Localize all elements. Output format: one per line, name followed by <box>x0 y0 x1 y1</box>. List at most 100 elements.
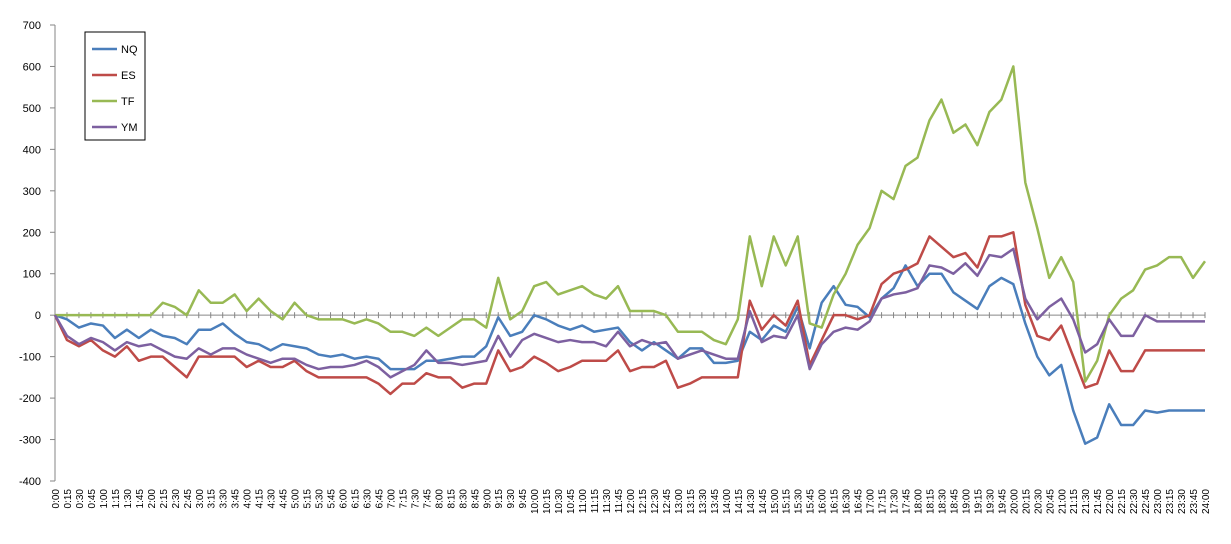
x-tick-label: 5:15 <box>303 489 314 509</box>
x-tick-label: 19:15 <box>973 489 984 514</box>
x-tick-label: 18:30 <box>937 489 948 514</box>
x-tick-label: 5:30 <box>315 489 326 509</box>
legend-label: TF <box>121 96 135 108</box>
x-tick-label: 22:30 <box>1129 489 1140 514</box>
x-tick-label: 3:45 <box>231 489 242 509</box>
x-tick-label: 12:45 <box>662 489 673 514</box>
series-line <box>53 247 1205 379</box>
x-tick-label: 7:30 <box>410 489 421 509</box>
x-tick-label: 22:45 <box>1141 489 1152 514</box>
x-tick-label: 7:00 <box>386 489 397 509</box>
x-tick-label: 22:00 <box>1105 489 1116 514</box>
x-tick-label: 1:45 <box>135 489 146 509</box>
x-tick-label: 0:00 <box>51 489 62 509</box>
y-tick-label: -100 <box>19 352 41 364</box>
x-tick-label: 12:15 <box>638 489 649 514</box>
x-tick-label: 0:30 <box>75 489 86 509</box>
x-tick-label: 6:45 <box>374 489 385 509</box>
x-tick-label: 5:00 <box>291 489 302 509</box>
x-tick-label: 1:15 <box>111 489 122 509</box>
x-tick-label: 17:00 <box>866 489 877 514</box>
x-tick-label: 18:00 <box>914 489 925 514</box>
legend-label: ES <box>121 70 136 82</box>
x-tick-label: 8:15 <box>446 489 457 509</box>
x-tick-label: 20:45 <box>1045 489 1056 514</box>
x-tick-label: 14:45 <box>758 489 769 514</box>
series-line <box>55 65 1207 383</box>
legend-label: YM <box>121 122 138 134</box>
series-line <box>54 264 1205 445</box>
x-tick-label: 21:00 <box>1057 489 1068 514</box>
x-tick-label: 16:45 <box>854 489 865 514</box>
x-tick-label: 20:15 <box>1021 489 1032 514</box>
x-tick-label: 21:45 <box>1093 489 1104 514</box>
x-tick-label: 24:00 <box>1201 489 1212 514</box>
x-tick-label: 4:45 <box>279 489 290 509</box>
x-tick-label: 8:00 <box>434 489 445 509</box>
x-tick-label: 7:15 <box>398 489 409 509</box>
x-tick-label: 20:00 <box>1009 489 1020 514</box>
x-tick-label: 10:30 <box>554 489 565 514</box>
x-tick-label: 0:15 <box>63 489 74 509</box>
x-tick-label: 1:30 <box>123 489 134 509</box>
y-tick-label: 600 <box>23 61 41 73</box>
y-tick-label: -300 <box>19 435 41 447</box>
x-tick-label: 10:15 <box>542 489 553 514</box>
x-tick-label: 21:15 <box>1069 489 1080 514</box>
x-tick-label: 8:30 <box>458 489 469 509</box>
x-tick-label: 9:30 <box>506 489 517 509</box>
x-tick-label: 11:00 <box>578 489 589 514</box>
x-tick-label: 7:45 <box>422 489 433 509</box>
x-tick-label: 4:15 <box>255 489 266 509</box>
x-tick-label: 6:15 <box>350 489 361 509</box>
x-tick-label: 2:00 <box>147 489 158 509</box>
x-tick-label: 17:30 <box>890 489 901 514</box>
x-tick-label: 3:30 <box>219 489 230 509</box>
x-tick-label: 20:30 <box>1033 489 1044 514</box>
x-tick-label: 13:45 <box>710 489 721 514</box>
y-tick-label: 100 <box>23 269 41 281</box>
x-tick-label: 21:30 <box>1081 489 1092 514</box>
x-tick-label: 23:45 <box>1189 489 1200 514</box>
x-tick-label: 0:45 <box>87 489 98 509</box>
y-tick-label: 0 <box>35 310 41 322</box>
x-tick-label: 3:00 <box>195 489 206 509</box>
x-tick-label: 15:30 <box>794 489 805 514</box>
x-tick-label: 16:15 <box>830 489 841 514</box>
x-tick-label: 16:30 <box>842 489 853 514</box>
y-tick-label: 200 <box>23 227 41 239</box>
x-tick-label: 2:45 <box>183 489 194 509</box>
series-line <box>53 231 1205 396</box>
x-tick-label: 23:00 <box>1153 489 1164 514</box>
x-tick-label: 11:45 <box>614 489 625 514</box>
x-tick-label: 2:15 <box>159 489 170 509</box>
x-tick-label: 6:30 <box>362 489 373 509</box>
x-tick-label: 17:15 <box>878 489 889 514</box>
y-tick-label: 500 <box>23 103 41 115</box>
y-tick-label: 300 <box>23 186 41 198</box>
x-tick-label: 11:15 <box>590 489 601 514</box>
x-tick-label: 19:00 <box>961 489 972 514</box>
x-tick-label: 9:00 <box>482 489 493 509</box>
x-tick-label: 15:00 <box>770 489 781 514</box>
x-tick-label: 22:15 <box>1117 489 1128 514</box>
x-tick-label: 14:00 <box>722 489 733 514</box>
x-tick-label: 23:15 <box>1165 489 1176 514</box>
x-tick-label: 4:00 <box>243 489 254 509</box>
x-tick-label: 15:15 <box>782 489 793 514</box>
x-tick-label: 13:15 <box>686 489 697 514</box>
x-tick-label: 2:30 <box>171 489 182 509</box>
y-tick-label: -200 <box>19 393 41 405</box>
x-tick-label: 3:15 <box>207 489 218 509</box>
x-tick-label: 5:45 <box>327 489 338 509</box>
x-tick-label: 18:45 <box>949 489 960 514</box>
x-tick-label: 23:30 <box>1177 489 1188 514</box>
x-tick-label: 10:45 <box>566 489 577 514</box>
x-tick-label: 15:45 <box>806 489 817 514</box>
y-tick-label: 400 <box>23 144 41 156</box>
x-tick-label: 10:00 <box>530 489 541 514</box>
x-tick-label: 12:00 <box>626 489 637 514</box>
x-tick-label: 17:45 <box>902 489 913 514</box>
x-tick-label: 14:15 <box>734 489 745 514</box>
